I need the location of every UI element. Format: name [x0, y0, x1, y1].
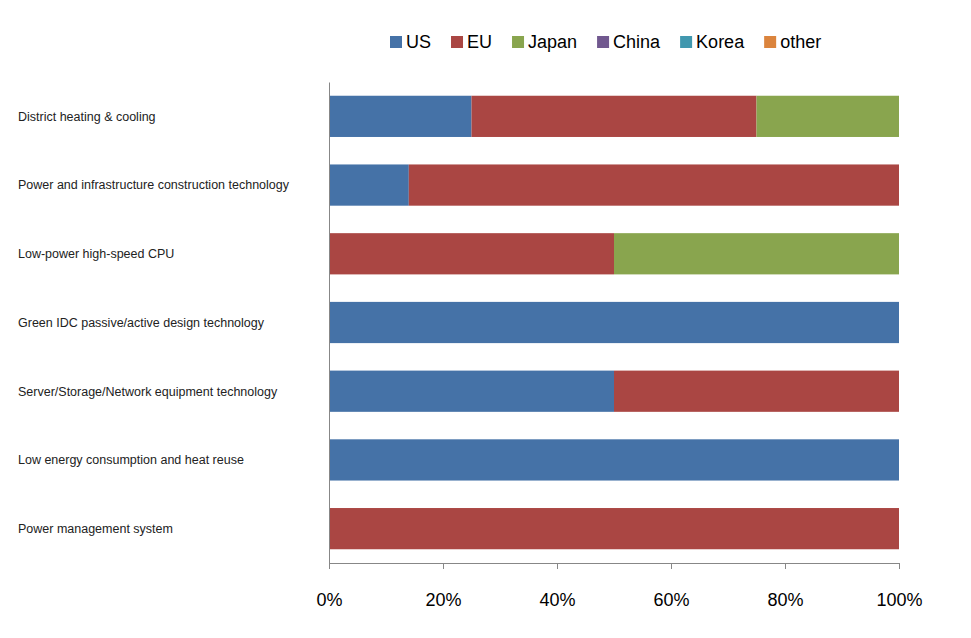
legend-label: EU — [467, 32, 492, 52]
legend-label: Japan — [528, 32, 577, 52]
category-label: Server/Storage/Network equipment technol… — [18, 385, 278, 399]
bar-segment — [614, 233, 899, 274]
bar-segment — [899, 164, 900, 205]
x-tick-mark — [671, 563, 672, 569]
x-tick: 80% — [767, 563, 803, 610]
x-axis-line — [330, 563, 900, 564]
plot-area: 0% 20% 40% 60% 80% 100% District heating & coo… — [18, 83, 923, 611]
chart: 0% 20% 40% 60% 80% 100% District heating & coo… — [0, 0, 971, 638]
legend-item: Korea — [680, 32, 745, 52]
bar-segment — [409, 164, 899, 205]
bar-segment — [329, 164, 409, 205]
x-tick-mark — [785, 563, 786, 569]
bar-segment — [899, 508, 900, 549]
bar-segment — [899, 164, 900, 205]
bar-segment — [899, 302, 900, 343]
x-tick-mark — [443, 563, 444, 569]
bar-segment — [472, 96, 757, 137]
bar-segment — [899, 302, 900, 343]
x-tick-label: 0% — [316, 590, 342, 610]
x-tick-mark — [329, 563, 330, 569]
bar-segment — [329, 96, 472, 137]
x-tick-mark — [899, 563, 900, 569]
bar-segment — [899, 164, 900, 205]
category-label: Green IDC passive/active design technolo… — [18, 316, 265, 330]
legend-swatch — [764, 36, 776, 48]
bar-segment — [899, 96, 900, 137]
bar-segment — [899, 233, 900, 274]
x-tick-label: 100% — [876, 590, 922, 610]
bar-segment — [899, 96, 900, 137]
bar-segment — [899, 371, 900, 412]
bar-segment — [899, 371, 900, 412]
legend-item: Japan — [512, 32, 577, 52]
bar-segment — [899, 302, 900, 343]
category-label: Low energy consumption and heat reuse — [18, 453, 244, 467]
x-tick-label: 80% — [767, 590, 803, 610]
x-tick: 20% — [425, 563, 461, 610]
bar-segment — [329, 439, 899, 480]
bar-segment — [899, 164, 900, 205]
x-tick: 0% — [316, 563, 342, 610]
legend-label: China — [613, 32, 661, 52]
legend-swatch — [680, 36, 692, 48]
bar-segment — [329, 302, 899, 343]
bar-segment — [899, 96, 900, 137]
bar-segment — [899, 233, 900, 274]
x-axis: 0% 20% 40% 60% 80% 100% — [316, 563, 922, 610]
bar-segment — [899, 371, 900, 412]
bar-segment — [899, 233, 900, 274]
bar-segment — [329, 371, 614, 412]
category-label: Power management system — [18, 522, 173, 536]
bar-segment — [899, 439, 900, 480]
legend-item: US — [390, 32, 431, 52]
x-tick-label: 60% — [653, 590, 689, 610]
y-tick: Low-power high-speed CPU — [18, 247, 329, 261]
x-tick: 60% — [653, 563, 689, 610]
x-tick: 40% — [539, 563, 575, 610]
y-tick: District heating & cooling — [18, 110, 329, 124]
legend-swatch — [390, 36, 402, 48]
legend-item: other — [764, 32, 821, 52]
category-label: District heating & cooling — [18, 110, 156, 124]
bar-segment — [899, 439, 900, 480]
bar-segment — [614, 371, 899, 412]
bar-segment — [899, 302, 900, 343]
legend-label: Korea — [696, 32, 745, 52]
legend-swatch — [512, 36, 524, 48]
y-tick: Server/Storage/Network equipment technol… — [18, 385, 329, 399]
legend: US EU Japan China Korea other — [390, 32, 821, 52]
x-tick-label: 40% — [539, 590, 575, 610]
bar-segment — [899, 508, 900, 549]
legend-item: China — [597, 32, 661, 52]
x-tick-label: 20% — [425, 590, 461, 610]
bar-segment — [899, 508, 900, 549]
bar-segment — [329, 233, 614, 274]
x-tick: 100% — [876, 563, 922, 610]
y-tick: Power management system — [18, 522, 329, 536]
y-axis-line — [329, 83, 330, 564]
legend-label: US — [406, 32, 431, 52]
y-tick: Power and infrastructure construction te… — [18, 178, 329, 192]
y-tick: Green IDC passive/active design technolo… — [18, 316, 329, 330]
category-label: Power and infrastructure construction te… — [18, 178, 290, 192]
bar-segment — [899, 508, 900, 549]
bars — [329, 96, 899, 550]
legend-label: other — [780, 32, 821, 52]
x-tick-mark — [557, 563, 558, 569]
y-tick: Low energy consumption and heat reuse — [18, 453, 329, 467]
bar-segment — [899, 302, 900, 343]
bar-segment — [757, 96, 900, 137]
bar-segment — [329, 508, 899, 549]
bar-segment — [899, 371, 900, 412]
bar-segment — [899, 439, 900, 480]
y-axis: District heating & cooling Power and infr… — [18, 83, 330, 564]
legend-swatch — [451, 36, 463, 48]
legend-item: EU — [451, 32, 492, 52]
category-label: Low-power high-speed CPU — [18, 247, 174, 261]
bar-segment — [899, 439, 900, 480]
legend-swatch — [597, 36, 609, 48]
bar-segment — [899, 439, 900, 480]
